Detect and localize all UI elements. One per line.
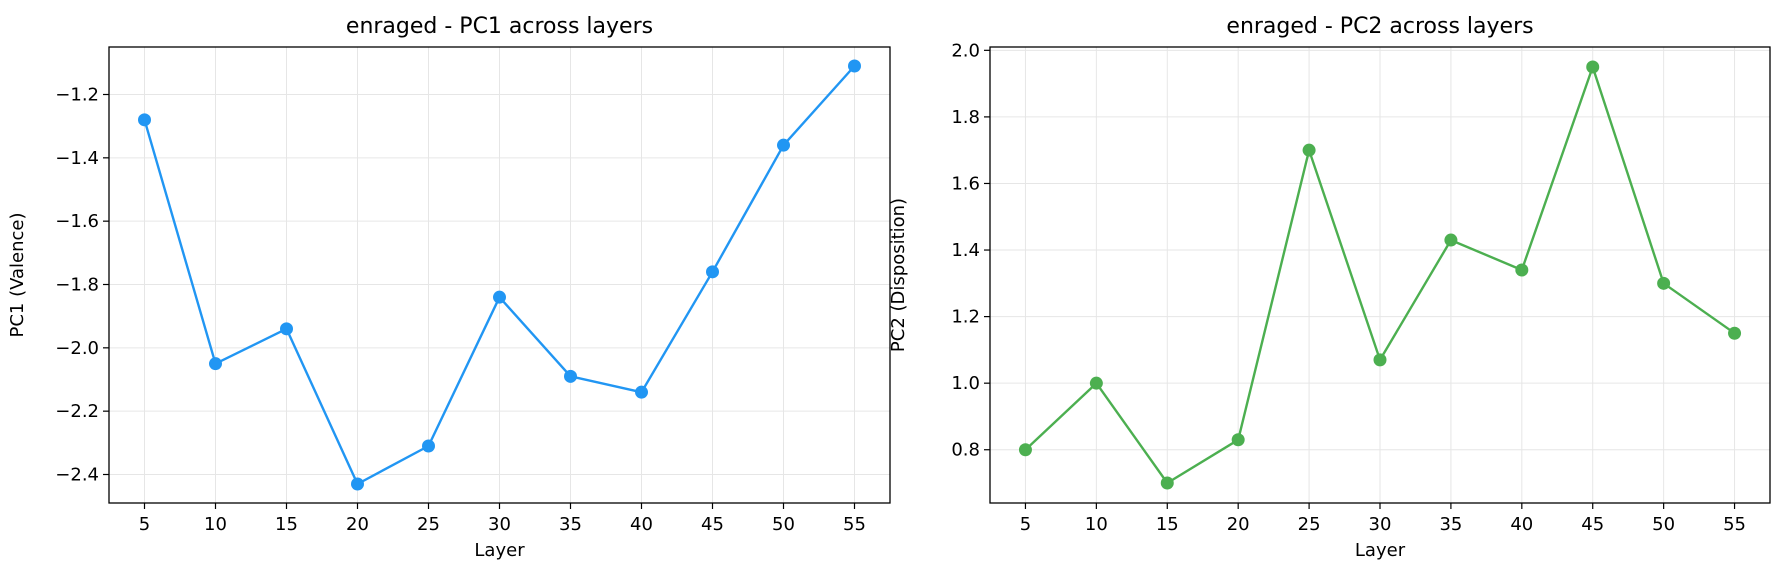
chart-pc1: 5 10 15 20 25 30 35 40 45 50 55 −2.4 −2.2 −2.0 −1.8 −1.… bbox=[7, 14, 891, 561]
y-tick-label: 1.0 bbox=[951, 373, 980, 394]
x-tick-label: 40 bbox=[630, 514, 653, 535]
data-point bbox=[209, 357, 222, 371]
y-tick-label: −1.8 bbox=[55, 275, 99, 296]
x-tick-label: 40 bbox=[1510, 514, 1533, 535]
data-point bbox=[1515, 263, 1529, 277]
data-point bbox=[351, 477, 364, 491]
x-tick-label: 15 bbox=[1156, 514, 1179, 535]
y-tick-label: 1.8 bbox=[951, 107, 980, 128]
chart-title: enraged - PC2 across layers bbox=[1226, 14, 1533, 39]
data-point bbox=[1231, 433, 1245, 447]
x-tick-label: 55 bbox=[843, 514, 866, 535]
data-point bbox=[635, 385, 648, 399]
y-tick-label: 1.6 bbox=[951, 173, 980, 194]
data-point bbox=[848, 59, 861, 73]
data-point bbox=[1657, 276, 1671, 290]
chart-title: enraged - PC1 across layers bbox=[346, 14, 653, 39]
data-point bbox=[280, 322, 293, 336]
y-tick-label: 1.4 bbox=[951, 240, 980, 261]
data-point bbox=[1089, 376, 1103, 390]
y-tick-label: −1.6 bbox=[55, 211, 99, 232]
x-tick-label: 20 bbox=[1227, 514, 1250, 535]
x-axis-label: Layer bbox=[1355, 540, 1406, 561]
data-point bbox=[493, 290, 506, 304]
data-point bbox=[1728, 326, 1742, 340]
chart-pc2: 5 10 15 20 25 30 35 40 45 50 55 0.8 1.0 1.2 1.4 1.6 1.8 2… bbox=[888, 14, 1771, 561]
x-tick-label: 35 bbox=[1439, 514, 1462, 535]
y-axis-label: PC1 (Valence) bbox=[7, 212, 28, 337]
data-point bbox=[1444, 233, 1458, 247]
x-tick-label: 5 bbox=[1020, 514, 1031, 535]
x-tick-label: 15 bbox=[275, 514, 298, 535]
x-tick-label: 5 bbox=[139, 514, 150, 535]
x-tick-label: 50 bbox=[772, 514, 795, 535]
y-tick-label: 0.8 bbox=[951, 440, 980, 461]
y-tick-label: 1.2 bbox=[951, 307, 980, 328]
x-tick-label: 45 bbox=[701, 514, 724, 535]
data-point bbox=[422, 439, 435, 453]
x-axis-label: Layer bbox=[474, 540, 525, 561]
y-tick-label: −1.2 bbox=[55, 85, 99, 106]
x-tick-label: 30 bbox=[488, 514, 511, 535]
data-point bbox=[564, 369, 577, 383]
data-point bbox=[138, 113, 151, 127]
data-point bbox=[706, 265, 719, 279]
x-tick-label: 55 bbox=[1723, 514, 1746, 535]
x-tick-label: 10 bbox=[1085, 514, 1108, 535]
data-point bbox=[1373, 353, 1387, 367]
data-point bbox=[1586, 60, 1600, 74]
data-point bbox=[1302, 143, 1316, 157]
x-tick-label: 20 bbox=[346, 514, 369, 535]
x-tick-label: 25 bbox=[417, 514, 440, 535]
data-point bbox=[1160, 476, 1174, 490]
x-tick-label: 30 bbox=[1369, 514, 1392, 535]
x-tick-label: 10 bbox=[204, 514, 227, 535]
data-point bbox=[1018, 443, 1032, 457]
y-tick-label: −2.4 bbox=[55, 465, 99, 486]
x-tick-label: 50 bbox=[1652, 514, 1675, 535]
y-tick-label: −2.2 bbox=[55, 401, 99, 422]
y-tick-label: −2.0 bbox=[55, 338, 99, 359]
x-tick-label: 35 bbox=[559, 514, 582, 535]
y-tick-label: −1.4 bbox=[55, 148, 99, 169]
data-point bbox=[777, 138, 790, 152]
x-tick-label: 45 bbox=[1581, 514, 1604, 535]
y-axis-label: PC2 (Disposition) bbox=[888, 198, 909, 352]
y-tick-label: 2.0 bbox=[951, 40, 980, 61]
x-tick-label: 25 bbox=[1298, 514, 1321, 535]
